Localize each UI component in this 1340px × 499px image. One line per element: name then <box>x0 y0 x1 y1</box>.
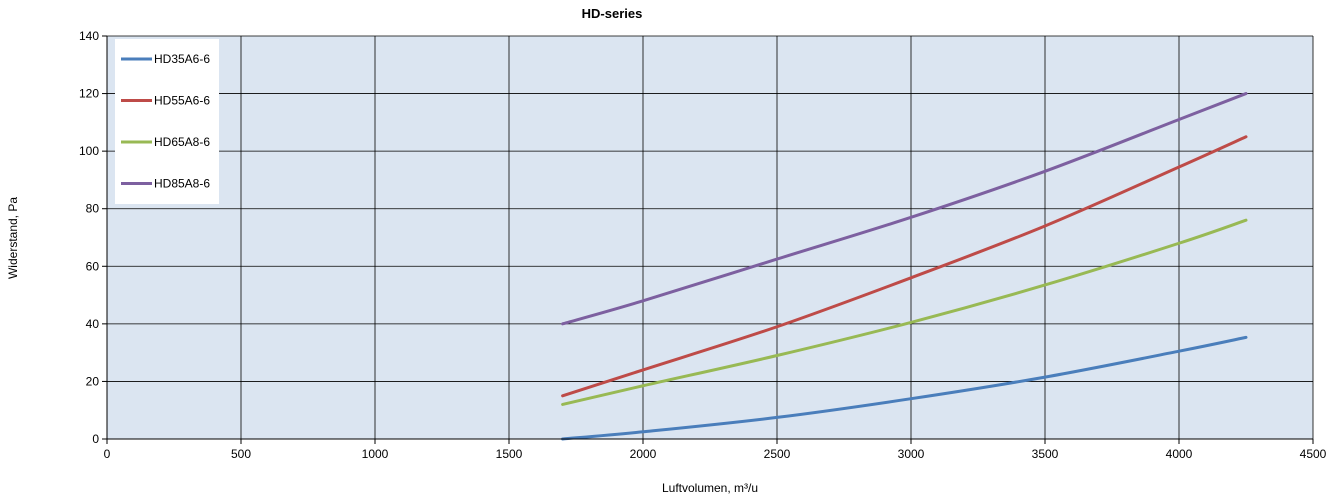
x-tick-label: 500 <box>231 447 251 461</box>
plot-area <box>107 36 1313 439</box>
y-tick-label: 20 <box>86 374 100 388</box>
y-tick-label: 0 <box>92 432 99 446</box>
legend: HD35A6-6 HD55A6-6 HD65A8-6 HD85A8-6 <box>115 39 219 204</box>
x-tick-label: 0 <box>104 447 111 461</box>
legend-box <box>115 39 219 204</box>
y-tick-label: 40 <box>86 317 100 331</box>
series-lines <box>561 92 1248 441</box>
x-tick-label: 2500 <box>764 447 791 461</box>
legend-label: HD55A6-6 <box>154 94 210 108</box>
x-tick-label: 2000 <box>630 447 657 461</box>
x-tick-label: 1500 <box>496 447 523 461</box>
legend-label: HD35A6-6 <box>154 52 210 66</box>
y-tick-label: 80 <box>86 202 100 216</box>
legend-label: HD85A8-6 <box>154 177 210 191</box>
y-tick-label: 100 <box>79 144 99 158</box>
x-tick-label: 3000 <box>898 447 925 461</box>
x-tick-label: 1000 <box>362 447 389 461</box>
x-tick-label: 3500 <box>1032 447 1059 461</box>
axes: 0 500 1000 1500 2000 2500 3000 3500 4000 4500 0 20 4… <box>79 29 1327 461</box>
y-tick-label: 60 <box>86 259 100 273</box>
y-tick-label: 140 <box>79 29 99 43</box>
x-tick-label: 4000 <box>1166 447 1193 461</box>
legend-label: HD65A8-6 <box>154 135 210 149</box>
series-line-hd55a6-6 <box>561 135 1248 398</box>
chart-title: HD-series <box>582 6 643 21</box>
series-line-hd65a8-6 <box>561 218 1248 406</box>
x-axis-label: Luftvolumen, m³/u <box>662 481 758 495</box>
y-tick-label: 120 <box>79 87 99 101</box>
series-line-hd85a8-6 <box>561 92 1248 326</box>
series-line-hd35a6-6 <box>561 335 1248 441</box>
x-tick-label: 4500 <box>1300 447 1327 461</box>
y-axis-label: Widerstand, Pa <box>6 197 20 279</box>
